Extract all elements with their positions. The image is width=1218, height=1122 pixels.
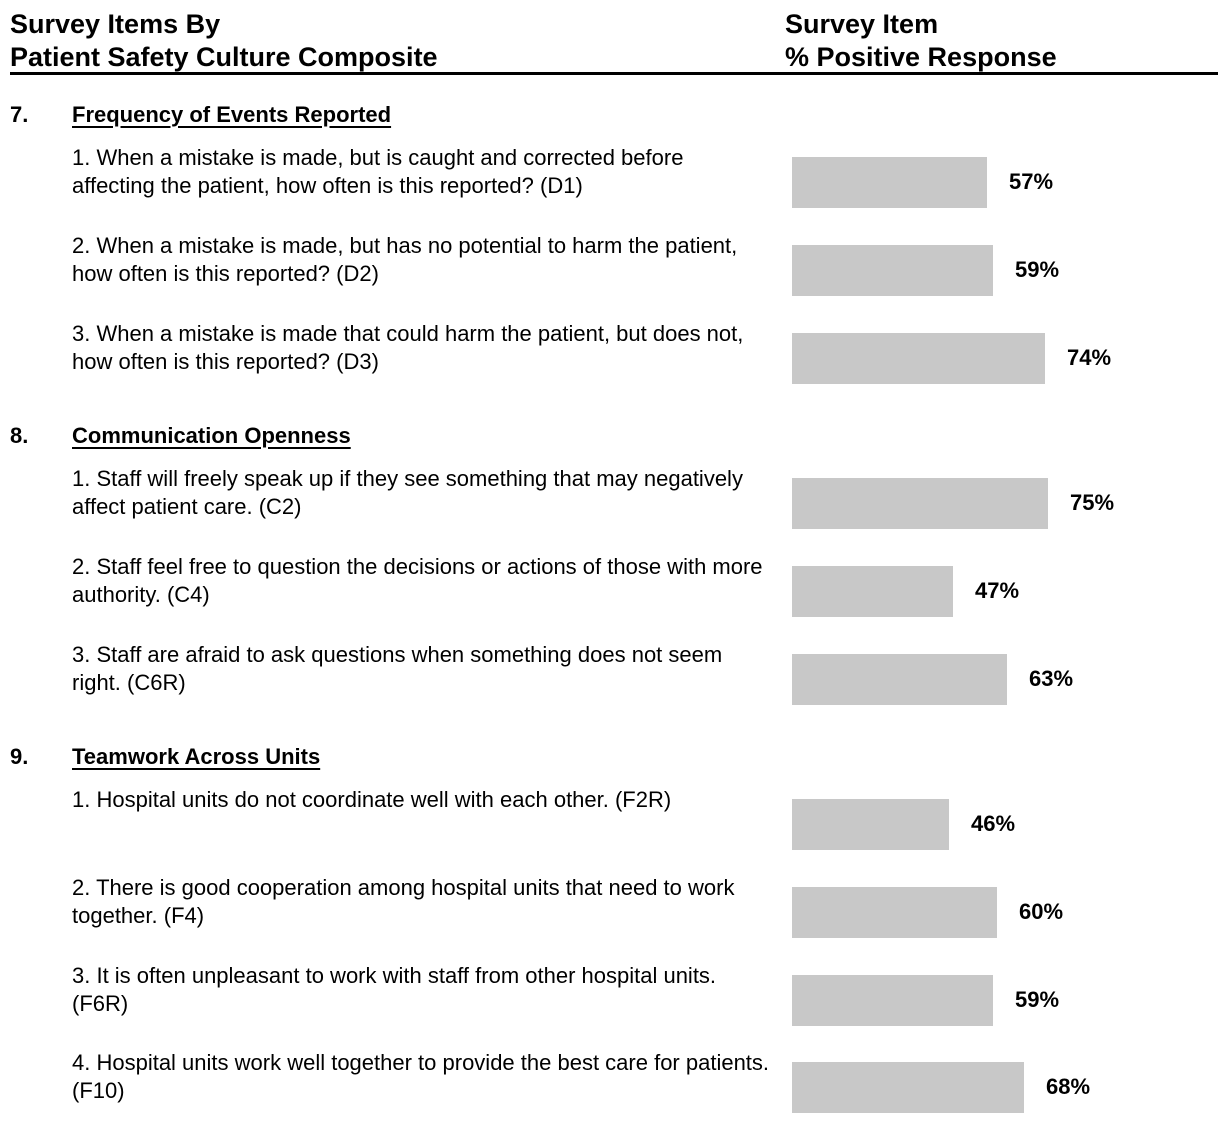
response-percent-label: 74% — [1067, 345, 1112, 370]
response-bar — [792, 975, 993, 1026]
response-header-line1: Survey Item — [785, 9, 939, 39]
response-percent-label: 60% — [1019, 899, 1064, 924]
response-percent-label: 68% — [1046, 1074, 1091, 1099]
survey-item-text: 1. Staff will freely speak up if they se… — [72, 466, 743, 519]
survey-item-text: 3. When a mistake is made that could har… — [72, 321, 744, 374]
header-divider — [10, 72, 1218, 75]
survey-item-text: 4. Hospital units work well together to … — [72, 1050, 770, 1103]
response-bar — [792, 333, 1045, 384]
survey-item-row: 1. Hospital units do not coordinate well… — [0, 787, 1218, 859]
survey-item-text: 3. It is often unpleasant to work with s… — [72, 963, 717, 1016]
survey-item-text: 2. Staff feel free to question the decis… — [72, 554, 763, 607]
response-bar — [792, 245, 993, 296]
composite-title: Teamwork Across Units — [72, 744, 321, 769]
survey-item-text: 2. When a mistake is made, but has no po… — [72, 233, 738, 286]
survey-item-row: 3. Staff are afraid to ask questions whe… — [0, 642, 1218, 714]
composite-number: 8. — [10, 423, 29, 448]
composite-header-line1: Survey Items By — [10, 9, 221, 39]
response-percent-label: 75% — [1070, 490, 1115, 515]
composite-column-header: Survey Items By Patient Safety Culture C… — [10, 8, 438, 74]
response-bar — [792, 654, 1007, 705]
survey-item-text: 3. Staff are afraid to ask questions whe… — [72, 642, 723, 695]
survey-item-row: 3. When a mistake is made that could har… — [0, 321, 1218, 393]
survey-item-row: 1. When a mistake is made, but is caught… — [0, 145, 1218, 217]
composite-section: 9. Teamwork Across Units — [0, 742, 780, 774]
composite-title: Communication Openness — [72, 423, 351, 448]
survey-item-row: 4. Hospital units work well together to … — [0, 1050, 1218, 1122]
response-bar — [792, 887, 997, 938]
response-bar — [792, 566, 953, 617]
composite-title: Frequency of Events Reported — [72, 102, 392, 127]
survey-item-row: 1. Staff will freely speak up if they se… — [0, 466, 1218, 538]
composite-section: 8. Communication Openness — [0, 421, 780, 453]
composite-section: 7. Frequency of Events Reported — [0, 100, 780, 132]
survey-item-text: 1. Hospital units do not coordinate well… — [72, 787, 672, 812]
response-column-header: Survey Item % Positive Response — [785, 8, 1057, 74]
survey-item-text: 1. When a mistake is made, but is caught… — [72, 145, 684, 198]
response-header-line2: % Positive Response — [785, 42, 1057, 72]
response-percent-label: 63% — [1029, 666, 1074, 691]
survey-item-row: 3. It is often unpleasant to work with s… — [0, 963, 1218, 1035]
response-percent-label: 47% — [975, 578, 1020, 603]
response-bar — [792, 157, 987, 208]
response-bar — [792, 799, 949, 850]
response-bar — [792, 478, 1048, 529]
composite-header-line2: Patient Safety Culture Composite — [10, 42, 438, 72]
survey-item-text: 2. There is good cooperation among hospi… — [72, 875, 735, 928]
response-percent-label: 59% — [1015, 257, 1060, 282]
response-percent-label: 59% — [1015, 987, 1060, 1012]
survey-item-row: 2. Staff feel free to question the decis… — [0, 554, 1218, 626]
response-percent-label: 57% — [1009, 169, 1054, 194]
composite-number: 9. — [10, 744, 29, 769]
survey-item-row: 2. There is good cooperation among hospi… — [0, 875, 1218, 947]
response-percent-label: 46% — [971, 811, 1016, 836]
response-bar — [792, 1062, 1024, 1113]
survey-item-row: 2. When a mistake is made, but has no po… — [0, 233, 1218, 305]
composite-number: 7. — [10, 102, 29, 127]
